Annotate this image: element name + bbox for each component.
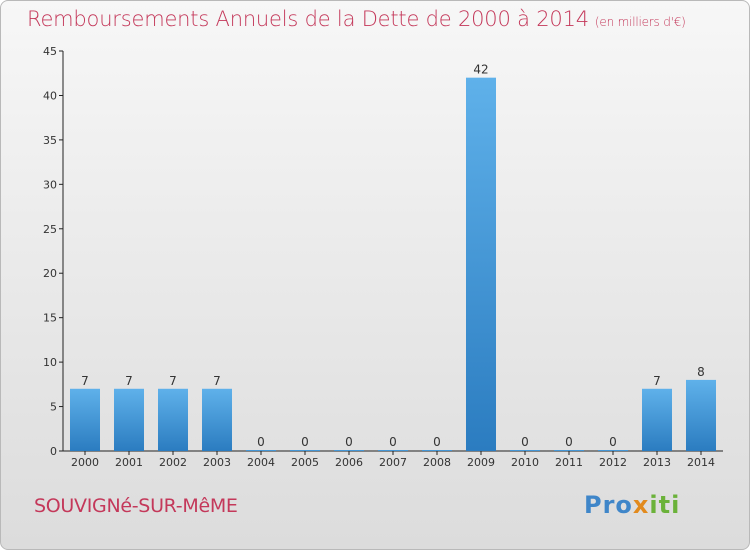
data-label-2005: 0: [301, 435, 309, 449]
x-tick-label-2006: 2006: [335, 456, 363, 469]
brand-part-1: Pro: [584, 491, 633, 519]
y-tick-label: 0: [50, 445, 57, 458]
brand-part-3: iti: [649, 491, 681, 519]
data-label-2009: 42: [473, 63, 488, 77]
x-tick-label-2012: 2012: [599, 456, 627, 469]
y-tick-label: 30: [43, 178, 57, 191]
y-tick-label: 45: [43, 45, 57, 58]
data-label-2010: 0: [521, 435, 529, 449]
x-tick-label-2000: 2000: [71, 456, 99, 469]
x-tick-label-2005: 2005: [291, 456, 319, 469]
bar-2004: [246, 450, 276, 451]
y-tick-label: 35: [43, 134, 57, 147]
bar-2003: [202, 388, 232, 451]
data-label-2004: 0: [257, 435, 265, 449]
brand-part-2: x: [632, 491, 650, 519]
bar-2010: [510, 450, 540, 451]
x-tick-label-2010: 2010: [511, 456, 539, 469]
chart-title: Remboursements Annuels de la Dette de 20…: [27, 7, 686, 31]
x-tick-label-2003: 2003: [203, 456, 231, 469]
y-tick-label: 5: [50, 401, 57, 414]
x-tick-label-2007: 2007: [379, 456, 407, 469]
data-label-2012: 0: [609, 435, 617, 449]
data-label-2014: 8: [697, 365, 705, 379]
data-label-2008: 0: [433, 435, 441, 449]
bar-2014: [686, 379, 716, 451]
x-tick-label-2004: 2004: [247, 456, 275, 469]
bar-2012: [598, 450, 628, 451]
bar-2008: [422, 450, 452, 451]
data-label-2000: 7: [81, 374, 89, 388]
bar-2006: [334, 450, 364, 451]
data-label-2002: 7: [169, 374, 177, 388]
x-tick-label-2013: 2013: [643, 456, 671, 469]
commune-name: SOUVIGNé-SUR-MêME: [34, 495, 238, 517]
y-tick-label: 40: [43, 89, 57, 102]
bar-2013: [642, 388, 672, 451]
y-tick-label: 20: [43, 267, 57, 280]
y-tick-label: 15: [43, 312, 57, 325]
bar-2000: [70, 388, 100, 451]
x-tick-label-2014: 2014: [687, 456, 715, 469]
bar-2011: [554, 450, 584, 451]
x-tick-label-2008: 2008: [423, 456, 451, 469]
data-label-2011: 0: [565, 435, 573, 449]
bar-2007: [378, 450, 408, 451]
bar-2009: [466, 77, 496, 452]
data-label-2013: 7: [653, 374, 661, 388]
x-tick-label-2002: 2002: [159, 456, 187, 469]
data-label-2003: 7: [213, 374, 221, 388]
data-label-2001: 7: [125, 374, 133, 388]
x-tick-label-2009: 2009: [467, 456, 495, 469]
x-tick-label-2011: 2011: [555, 456, 583, 469]
bar-2002: [158, 388, 188, 451]
y-tick-label: 10: [43, 356, 57, 369]
x-tick-label-2001: 2001: [115, 456, 143, 469]
chart-subtitle: (en milliers d'€): [594, 15, 686, 29]
y-tick-label: 25: [43, 223, 57, 236]
chart-title-text: Remboursements Annuels de la Dette de 20…: [27, 7, 589, 31]
data-label-2007: 0: [389, 435, 397, 449]
bar-2001: [114, 388, 144, 451]
proxiti-logo: Proxiti: [584, 491, 680, 519]
data-label-2006: 0: [345, 435, 353, 449]
bar-2005: [290, 450, 320, 451]
